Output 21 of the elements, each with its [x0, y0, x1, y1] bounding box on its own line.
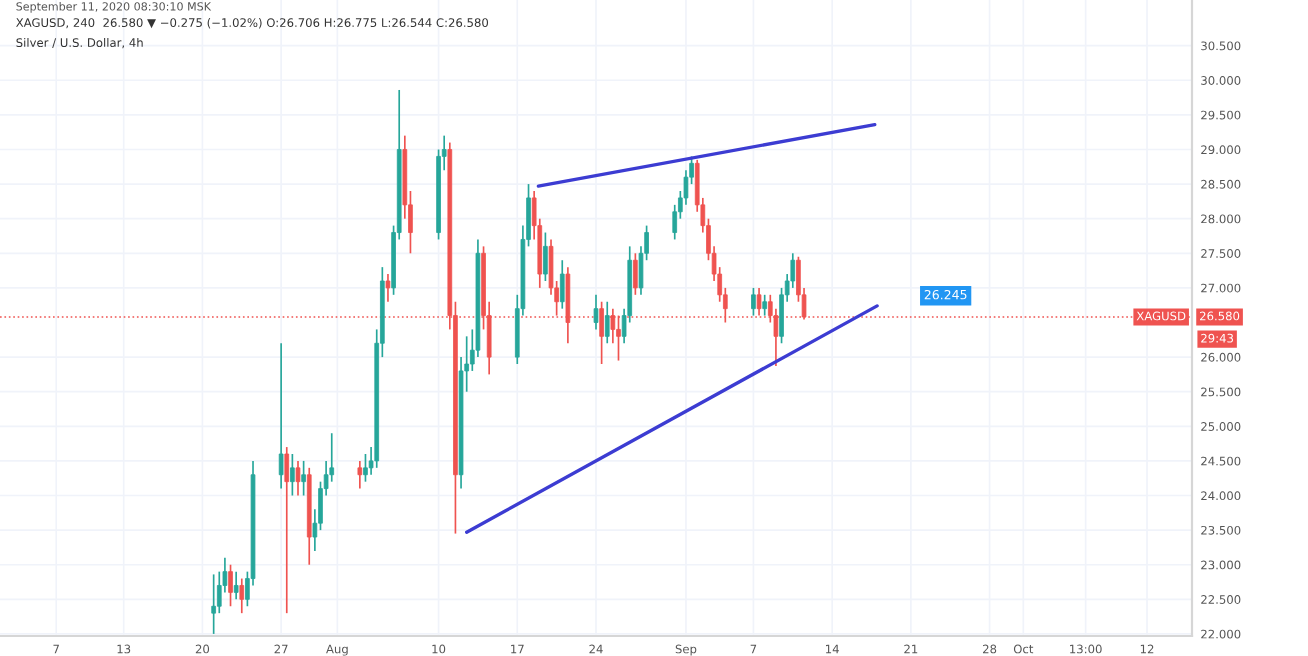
candlestick	[278, 342, 284, 490]
candlestick	[756, 287, 762, 317]
candlestick	[233, 570, 239, 601]
candlestick	[211, 573, 216, 635]
candlestick	[295, 460, 301, 497]
candlestick	[385, 273, 391, 303]
candlestick	[228, 563, 233, 608]
candlestick	[357, 460, 363, 490]
candlestick	[559, 259, 565, 310]
candlestick	[633, 252, 638, 296]
candlestick	[290, 453, 295, 497]
candlestick	[543, 231, 548, 282]
candlestick	[301, 460, 306, 497]
candlestick	[363, 453, 368, 483]
candlestick	[239, 577, 245, 614]
candlestick	[762, 293, 768, 317]
candlestick	[593, 293, 599, 331]
candlestick	[284, 446, 290, 614]
candlestick	[751, 287, 756, 317]
candlestick	[604, 300, 610, 345]
candlestick	[599, 300, 604, 365]
